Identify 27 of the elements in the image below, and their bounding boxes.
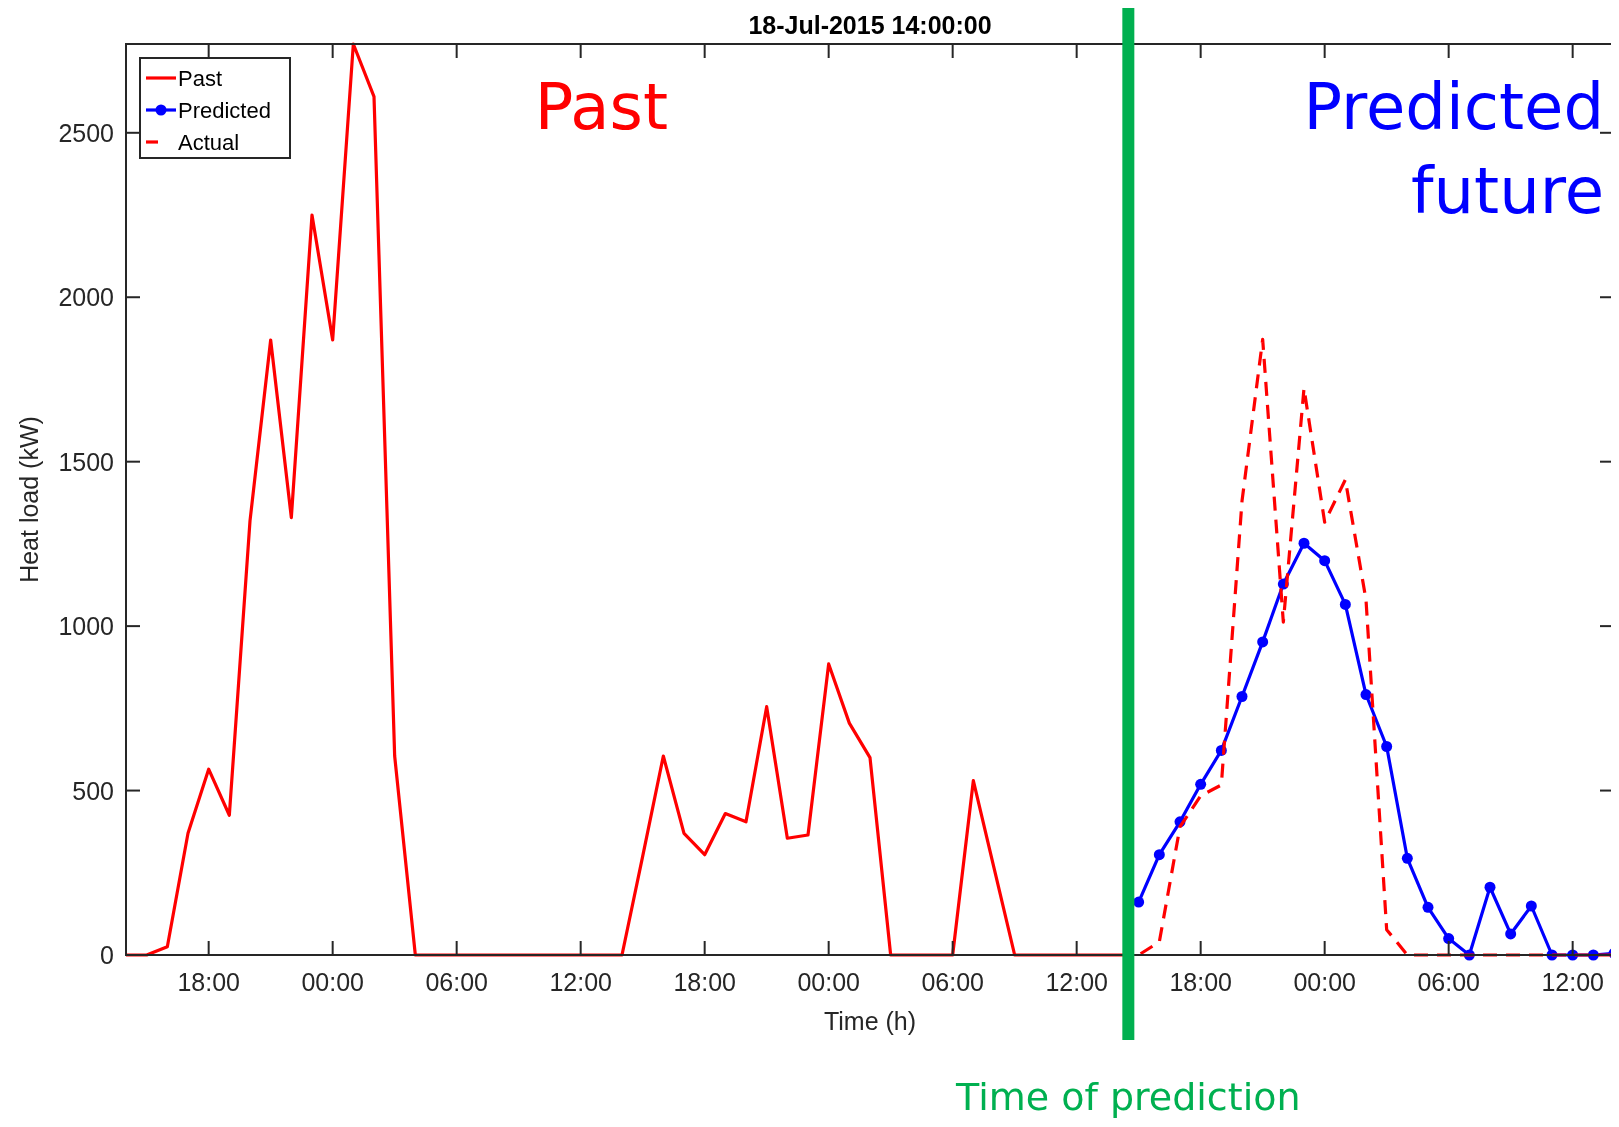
- x-tick-label: 00:00: [301, 968, 364, 996]
- x-tick-label: 06:00: [921, 968, 984, 996]
- y-axis-title: Heat load (kW): [15, 416, 43, 583]
- x-axis-title: Time (h): [823, 1007, 917, 1035]
- ref-line-label: Time of prediction: [955, 1075, 1301, 1119]
- annotation: Past: [534, 70, 669, 144]
- x-tick-label: 12:00: [549, 968, 612, 996]
- chart-title: 18-Jul-2015 14:00:00: [748, 11, 992, 39]
- y-tick-label: 0: [100, 941, 114, 969]
- x-tick-label: 18:00: [673, 968, 736, 996]
- y-tick-label: 1500: [58, 447, 114, 476]
- x-tick-label: 06:00: [425, 968, 488, 996]
- legend-label: Predicted: [178, 98, 271, 123]
- y-tick-label: 2000: [58, 283, 114, 312]
- x-tick-label: 00:00: [797, 968, 860, 996]
- x-tick-label: 18:00: [177, 968, 240, 996]
- legend-label: Actual: [178, 130, 240, 155]
- x-tick-label: 06:00: [1417, 968, 1480, 996]
- x-tick-label: 12:00: [1541, 968, 1604, 996]
- x-tick-label: 00:00: [1293, 968, 1356, 996]
- legend-label: Past: [178, 66, 223, 91]
- y-tick-label: 2500: [58, 118, 114, 147]
- x-tick-label: 18:00: [1169, 968, 1232, 996]
- x-tick-label: 12:00: [1045, 968, 1108, 996]
- y-tick-label: 500: [72, 776, 114, 805]
- annotation: Predicted future: [1303, 70, 1604, 228]
- y-tick-label: 1000: [58, 612, 114, 641]
